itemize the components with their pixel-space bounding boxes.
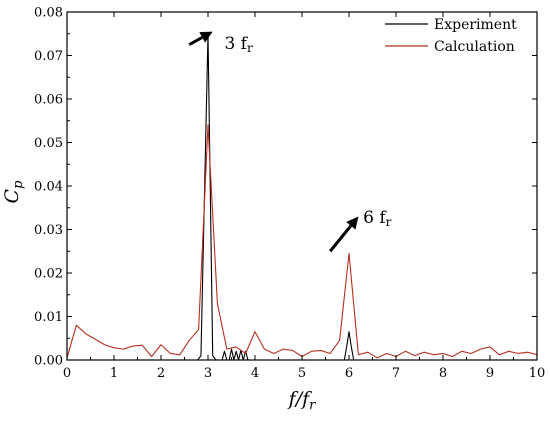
legend: Experiment Calculation (385, 17, 517, 55)
x-tick-label: 3 (204, 366, 212, 381)
x-axis-title-sub: r (309, 398, 316, 413)
y-tick-label: 0.06 (34, 93, 63, 108)
x-axis-title-main: f/f (287, 388, 312, 410)
legend-label-experiment: Experiment (434, 17, 517, 33)
y-tick-label: 0.08 (34, 6, 63, 21)
y-tick-label: 0.01 (34, 310, 63, 325)
x-tick-label: 9 (486, 366, 494, 381)
y-axis-title-main: C (1, 188, 23, 203)
y-tick-label: 0.05 (34, 136, 63, 151)
y-tick-label: 0.03 (34, 223, 63, 238)
annotation-label-main: 3 f (224, 34, 248, 54)
annotation-label-sub: r (247, 41, 253, 55)
series-line-experiment (67, 33, 537, 361)
x-tick-label: 7 (392, 366, 400, 381)
x-tick-label: 0 (63, 366, 71, 381)
y-tick-label: 0.07 (34, 49, 63, 64)
annotation-arrow-head (346, 216, 359, 230)
annotation-label-main: 6 f (363, 208, 387, 228)
annotation-label-sub: r (386, 215, 392, 229)
y-axis-title: Cp (1, 180, 26, 204)
series-line-calculation (66, 124, 538, 359)
x-tick-label: 1 (110, 366, 118, 381)
x-tick-label: 10 (529, 366, 546, 381)
annotation-arrow-shaft (188, 36, 203, 46)
x-tick-label: 5 (298, 366, 306, 381)
annotation-arrow-head (199, 31, 213, 43)
annotation-arrow-shaft (329, 224, 353, 253)
annotation-label: 3 fr (224, 34, 253, 55)
x-axis-title: f/fr (287, 388, 316, 413)
annotation-label: 6 fr (363, 208, 392, 229)
x-tick-label: 4 (251, 366, 259, 381)
y-tick-label: 0.04 (34, 180, 63, 195)
y-tick-label: 0.02 (34, 267, 63, 282)
plot-frame (66, 11, 538, 361)
x-tick-label: 2 (157, 366, 165, 381)
x-tick-label: 8 (439, 366, 447, 381)
y-axis-title-sub: p (11, 180, 26, 189)
plot-area: 0 1 2 3 4 5 6 7 8 9 10 0.00 0.01 0.02 0.03 0.04 0.05 0.06… (34, 6, 545, 382)
x-tick-label: 6 (345, 366, 353, 381)
y-tick-label: 0.00 (34, 354, 63, 369)
legend-label-calculation: Calculation (434, 39, 515, 55)
